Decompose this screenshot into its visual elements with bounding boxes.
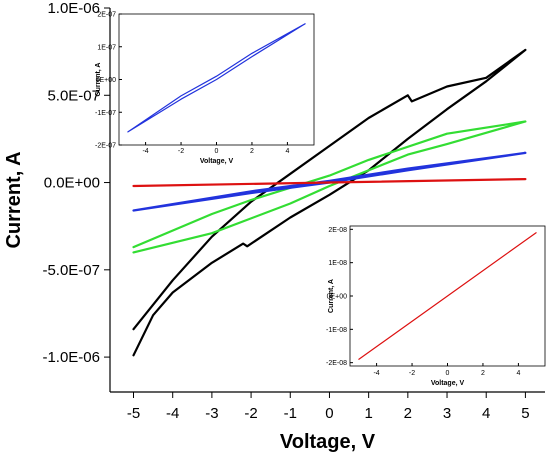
inset-bottom-x-tick-label: 2 [481,370,485,377]
inset-top-plot: -4 -2 0 2 4 2E-07 1E-07 0E+00 -1E-07 -2E-07 Voltag… [95,12,315,165]
inset-top-x-tick-label: 0 [215,148,219,155]
main-x-tick-label: 0 [325,405,333,422]
inset-bottom-y-tick-label: 2E-08 [328,227,347,234]
inset-bottom-y-tick-label: -1E-08 [326,327,347,334]
main-plot: -5 -4 -3 -2 -1 0 1 2 3 4 5 1.0E-06 5.0E-07 0.0E+00 -5.… [3,0,545,453]
main-x-tick-label: -4 [166,405,179,422]
inset-top-y-tick-label: 1E-07 [97,44,116,51]
main-y-tick-label: -5.0E-07 [42,262,100,279]
main-x-axis-label: Voltage, V [280,431,376,453]
main-x-tick-label: 2 [404,405,412,422]
inset-bottom-x-axis-label: Voltage, V [431,380,465,387]
main-x-tick-label: 1 [364,405,372,422]
inset-top-x-tick-label: -4 [142,148,148,155]
inset-bottom-y-tick-label: 1E-08 [328,260,347,267]
inset-bottom-x-tick-label: -4 [373,370,379,377]
inset-bottom-x-tick-label: 0 [446,370,450,377]
inset-bottom-plot: -4 -2 0 2 4 2E-08 1E-08 0E+00 -1E-08 -2E-08 Voltag… [326,225,546,387]
main-y-tick-label: 5.0E-07 [47,87,100,104]
main-x-tick-label: -2 [244,405,257,422]
main-x-tick-label: -1 [284,405,297,422]
main-x-tick-label: -5 [127,405,140,422]
inset-bottom-y-tick-label: 0E+00 [327,294,348,301]
main-x-tick-label: 4 [482,405,490,422]
main-y-tick-label: -1.0E-06 [42,349,100,366]
main-series-0-line [132,48,527,357]
inset-top-x-tick-label: 4 [285,148,289,155]
inset-top-x-tick-label: 2 [250,148,254,155]
main-series-2-line [132,151,527,212]
inset-top-y-tick-label: 2E-07 [97,12,116,19]
inset-top-y-axis-label: Current, A [95,63,102,97]
main-x-tick-label: 3 [443,405,451,422]
main-x-tick-label: 5 [521,405,529,422]
main-y-tick-label: 1.0E-06 [47,0,100,17]
inset-bottom-x-tick-label: 4 [516,370,520,377]
inset-top-y-tick-label: 0E+00 [96,77,117,84]
inset-bottom-series-0-line [358,232,537,360]
inset-top-x-axis-label: Voltage, V [200,158,234,165]
inset-bottom-y-axis-label: Current, A [328,279,335,313]
inset-top-x-tick-label: -2 [178,148,184,155]
main-series-3-line [132,178,527,188]
inset-top-series-0-line [127,23,306,133]
main-y-axis-label: Current, A [3,151,25,248]
main-x-tick-label: -3 [205,405,218,422]
inset-bottom-x-tick-label: -2 [409,370,415,377]
main-series-1-line [132,120,527,254]
inset-top-y-tick-label: -2E-07 [95,143,116,150]
inset-bottom-y-tick-label: -2E-08 [326,360,347,367]
main-y-tick-label: 0.0E+00 [44,175,100,192]
inset-top-y-tick-label: -1E-07 [95,110,116,117]
